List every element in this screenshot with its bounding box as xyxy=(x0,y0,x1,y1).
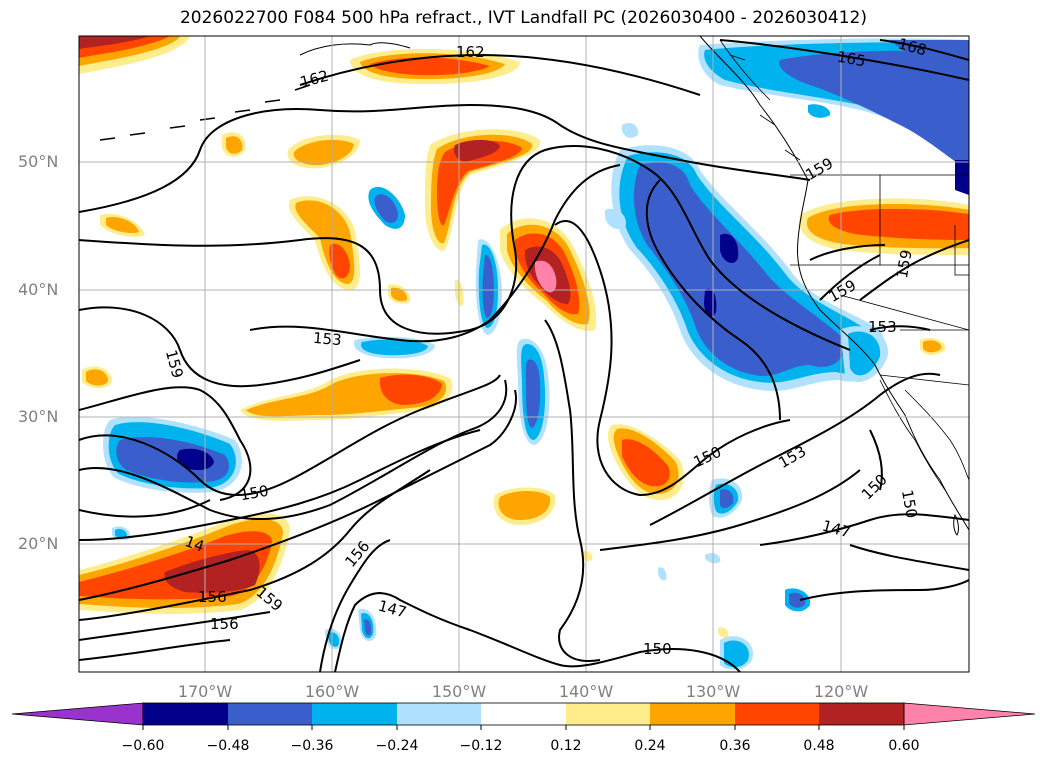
figure-title: 2026022700 F084 500 hPa refract., IVT La… xyxy=(179,8,867,28)
colorbar-tick: −0.36 xyxy=(290,738,334,754)
contour-label: 156 xyxy=(210,615,239,633)
lon-label-150w: 150°W xyxy=(431,682,487,701)
contour-label: 153 xyxy=(312,328,343,350)
contour-label: 150 xyxy=(643,640,672,658)
lat-label-30n: 30°N xyxy=(18,407,59,426)
lat-label-50n: 50°N xyxy=(18,152,59,171)
colorbar-tick: 0.60 xyxy=(888,738,920,754)
lon-label-160w: 160°W xyxy=(304,682,360,701)
lon-label-140w: 140°W xyxy=(558,682,614,701)
colorbar-tick: 0.48 xyxy=(803,738,835,754)
colorbar-tick: 0.12 xyxy=(550,738,582,754)
contour-label: 162 xyxy=(456,43,485,61)
contour-label: 156 xyxy=(198,588,227,606)
colorbar-tick: −0.24 xyxy=(375,738,419,754)
colorbar-tick: −0.12 xyxy=(459,738,503,754)
lon-label-120w: 120°W xyxy=(813,682,869,701)
colorbar-tick: −0.48 xyxy=(206,738,250,754)
plot-frame xyxy=(78,35,970,673)
colorbar-tick: 0.24 xyxy=(634,738,666,754)
colorbar-tick: −0.60 xyxy=(121,738,165,754)
colorbar-tick: 0.36 xyxy=(719,738,751,754)
lon-label-130w: 130°W xyxy=(685,682,741,701)
contour-label: 153 xyxy=(868,318,897,336)
lon-label-170w: 170°W xyxy=(177,682,233,701)
colorbar xyxy=(11,702,1036,730)
shaded-field xyxy=(79,36,969,672)
lat-label-40n: 40°N xyxy=(18,280,59,299)
lat-label-20n: 20°N xyxy=(18,534,59,553)
